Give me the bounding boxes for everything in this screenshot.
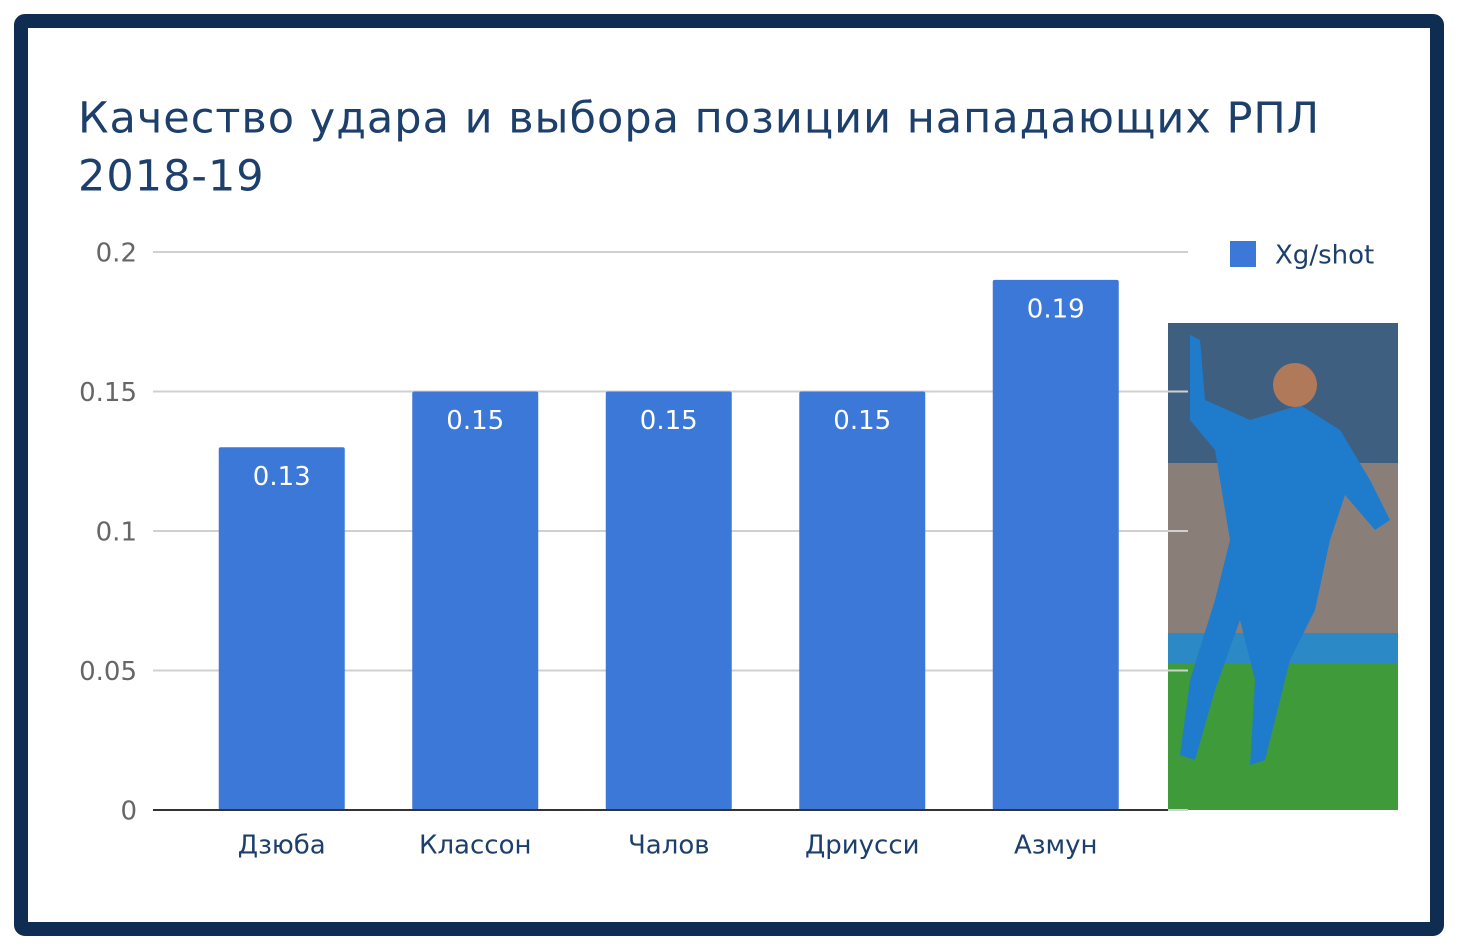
data-label: 0.13: [253, 462, 311, 492]
chart-title: Качество удара и выбора позиции нападающ…: [78, 94, 1320, 144]
x-tick-label: Азмун: [1014, 831, 1098, 861]
photo: [1168, 323, 1398, 810]
bar: [799, 391, 926, 810]
x-tick-label: Классон: [419, 831, 532, 861]
data-label: 0.15: [446, 406, 504, 436]
bar: [412, 391, 539, 810]
x-tick-label: Чалов: [628, 831, 710, 861]
data-label: 0.19: [1027, 294, 1085, 324]
bar: [605, 391, 732, 810]
bar: [992, 279, 1119, 810]
y-tick-label: 0.05: [79, 657, 137, 687]
legend-label: Xg/shot: [1275, 241, 1374, 271]
bar: [218, 447, 345, 810]
x-tick-label: Дзюба: [238, 831, 326, 861]
chart-title: 2018-19: [78, 152, 265, 202]
y-tick-label: 0.1: [96, 518, 137, 548]
data-label: 0.15: [833, 406, 891, 436]
x-tick-label: Дриусси: [805, 831, 920, 861]
y-tick-label: 0.2: [96, 239, 137, 269]
data-label: 0.15: [640, 406, 698, 436]
y-tick-label: 0.15: [79, 378, 137, 408]
y-tick-label: 0: [120, 797, 137, 827]
legend-swatch: [1230, 241, 1256, 267]
